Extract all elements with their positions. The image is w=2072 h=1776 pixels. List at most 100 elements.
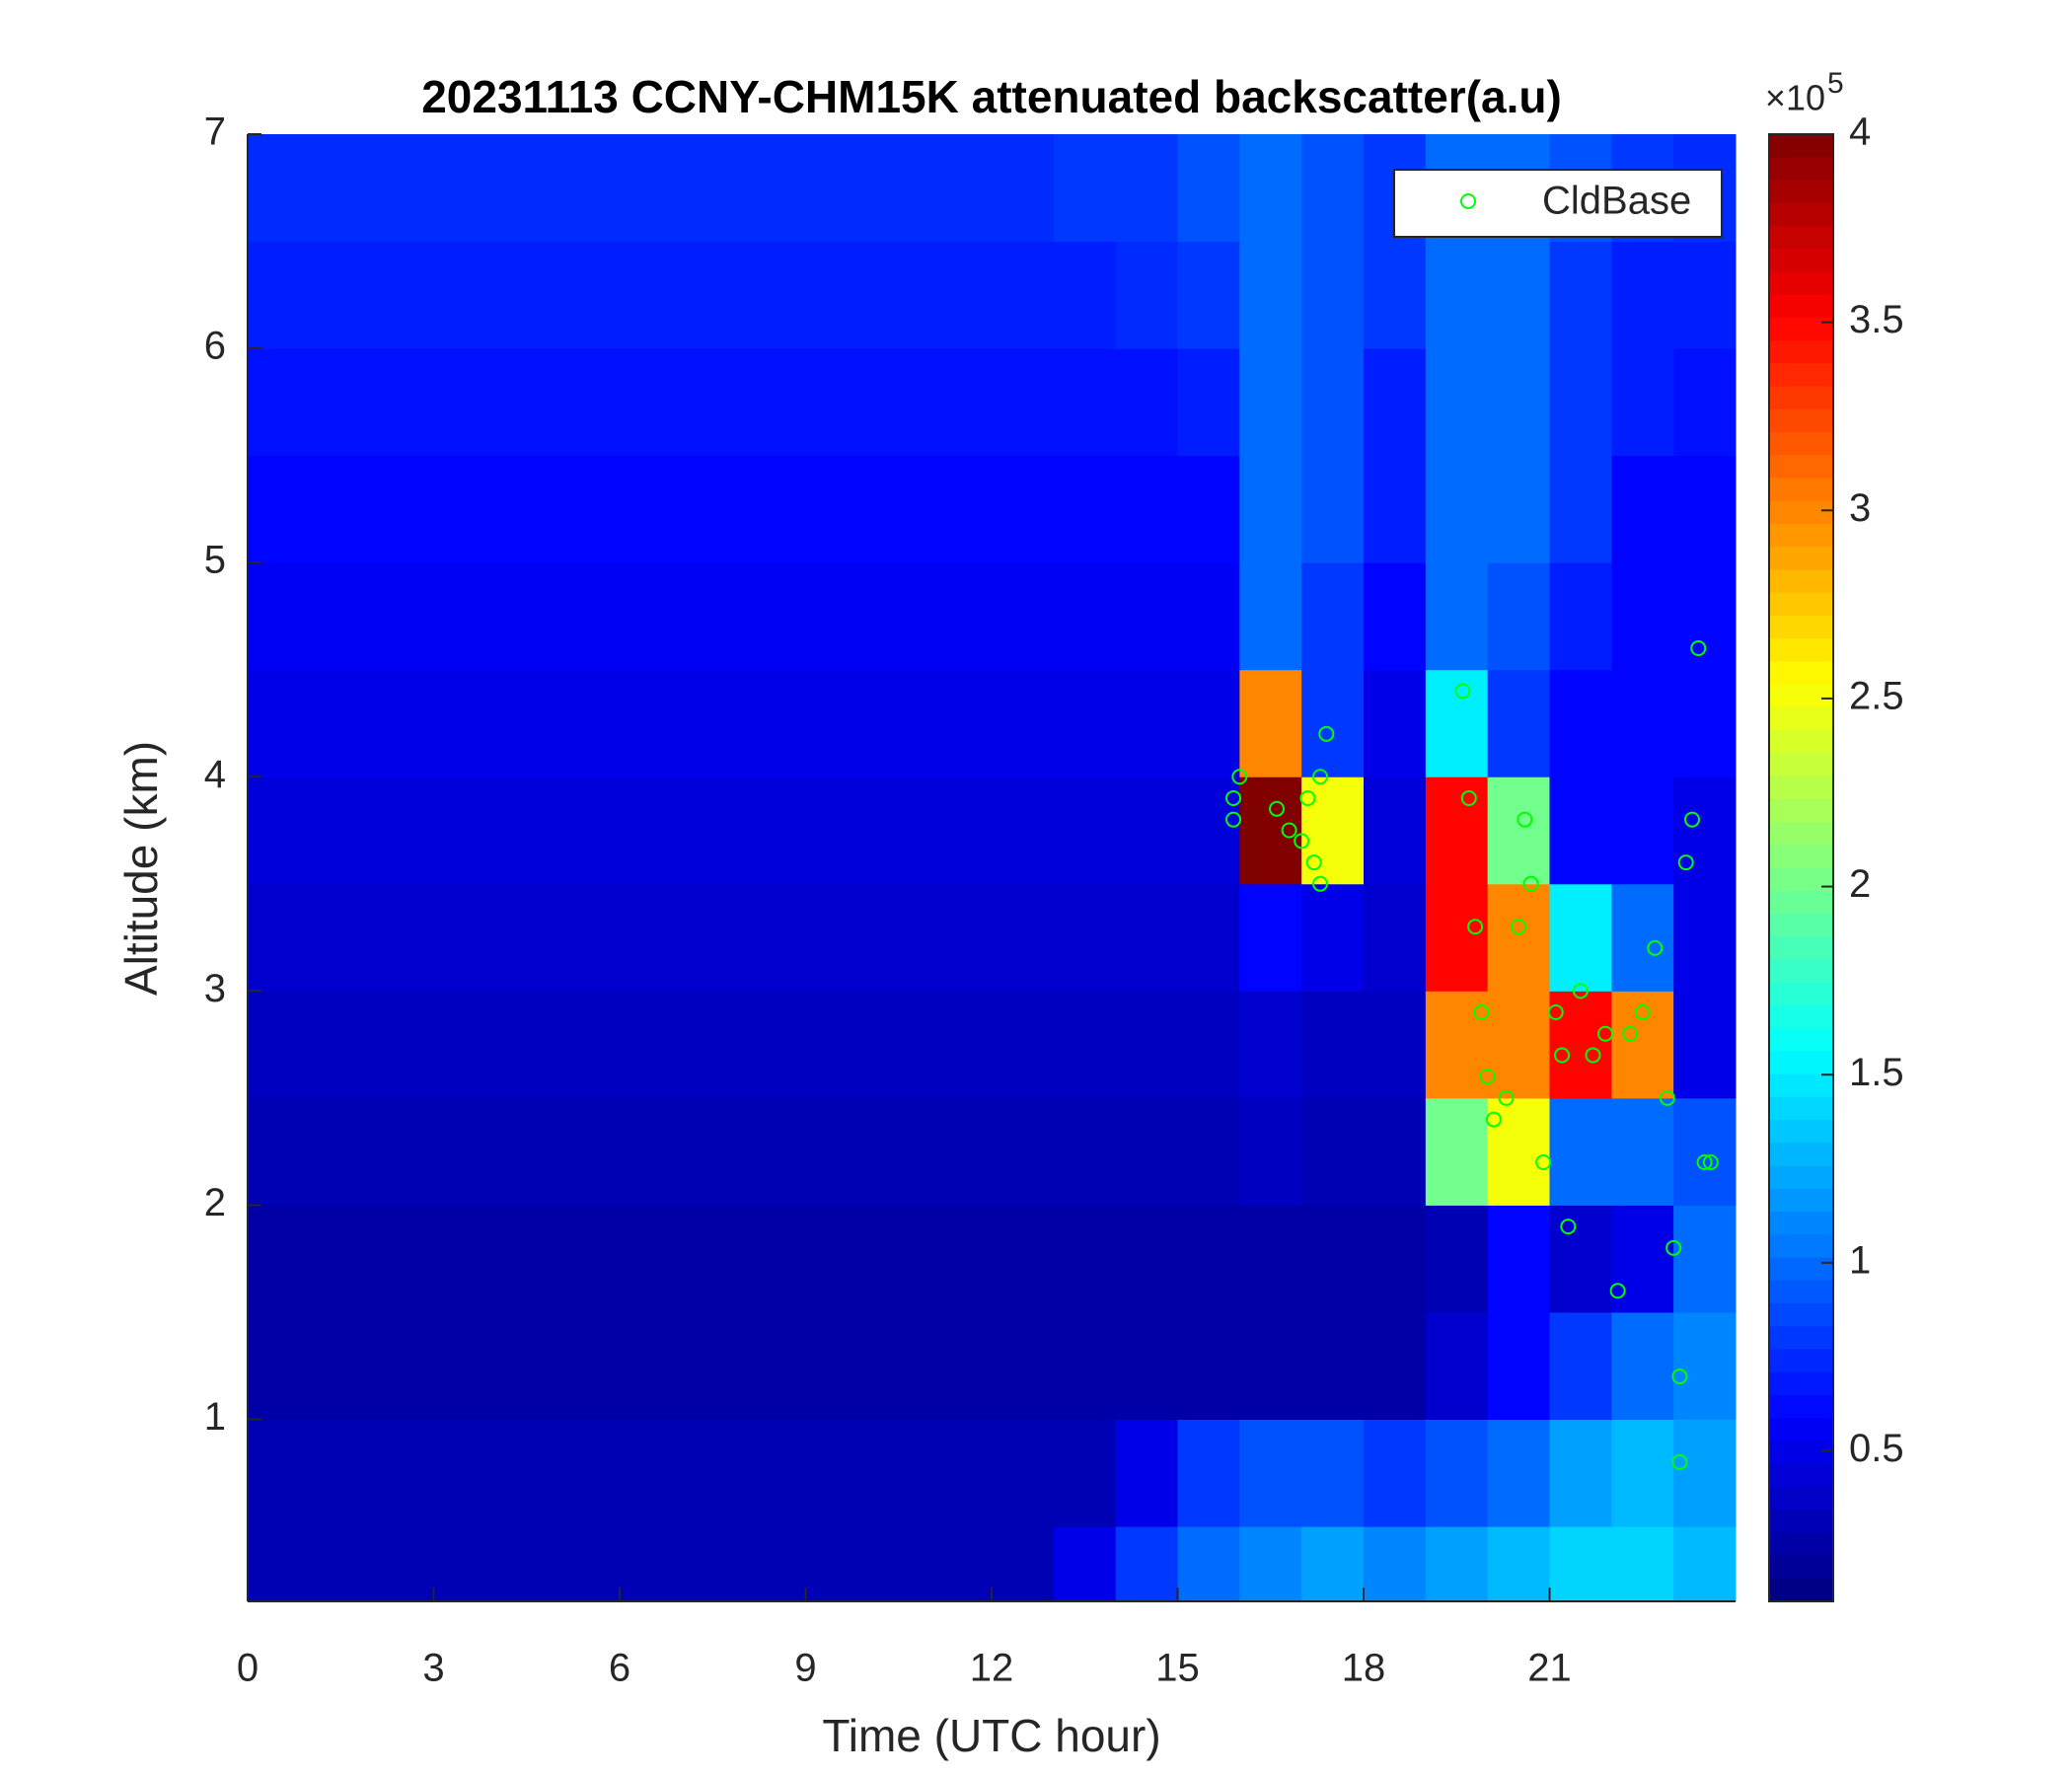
heatmap-cell [805,1526,868,1602]
heatmap-cell [1425,991,1489,1099]
heatmap-cell [1364,241,1427,349]
heatmap-cell [495,777,558,885]
heatmap-cell [1549,241,1612,349]
heatmap-cell [1115,1526,1178,1602]
heatmap-cell [495,241,558,349]
heatmap-cell [867,991,930,1099]
heatmap-cell [867,777,930,885]
heatmap-cell [1115,562,1178,671]
heatmap-cell [309,669,373,777]
heatmap-cell [620,777,683,885]
heatmap-cell [433,562,496,671]
heatmap-cell [371,883,434,992]
heatmap-cell [1611,1205,1674,1313]
heatmap-cell [1673,348,1737,457]
heatmap-cell [371,455,434,563]
x-tick-label: 0 [237,1647,259,1690]
cloud-base-marker [1560,1219,1577,1235]
heatmap-cell [309,134,373,243]
heatmap-cell [743,991,806,1099]
heatmap-cell [248,348,311,457]
heatmap-cell [1673,1097,1737,1206]
heatmap-cell [248,1097,311,1206]
heatmap-cell [1301,991,1365,1099]
heatmap-cell [867,883,930,992]
heatmap-cell [929,1311,993,1420]
heatmap-cell [1053,134,1117,243]
colorbar-swatch [1769,547,1833,571]
cloud-base-marker [1498,1089,1515,1106]
heatmap-cell [805,241,868,349]
heatmap-cell [495,562,558,671]
heatmap-cell [309,777,373,885]
heatmap-cell [1053,777,1117,885]
heatmap-cell [433,134,496,243]
heatmap-cell [867,1097,930,1206]
heatmap-cell [867,1205,930,1313]
cloud-base-marker [1665,1239,1682,1256]
heatmap-cell [1364,777,1427,885]
heatmap-cell [1239,348,1302,457]
heatmap-cell [620,348,683,457]
heatmap-cell [867,562,930,671]
heatmap-cell [929,669,993,777]
heatmap-cell [1177,669,1240,777]
colorbar-swatch [1769,867,1833,892]
heatmap-cell [1239,777,1302,885]
heatmap-cell [867,1526,930,1602]
y-tick-label: 5 [204,539,226,582]
colorbar-swatch [1769,1326,1833,1351]
heatmap-cell [992,455,1055,563]
heatmap-cell [620,1311,683,1420]
colorbar-swatch [1769,1302,1833,1327]
colorbar-swatch [1769,1073,1833,1098]
heatmap-cell [1425,777,1489,885]
colorbar-swatch [1769,1143,1833,1167]
heatmap-cell [309,883,373,992]
colorbar-swatch [1769,249,1833,273]
colorbar-swatch [1769,1188,1833,1213]
colorbar-swatch [1769,1212,1833,1235]
colorbar-swatch [1769,1096,1833,1121]
heatmap-cell [1425,669,1489,777]
heatmap-cell [433,1526,496,1602]
heatmap-cell [1487,348,1550,457]
cloud-base-marker [1671,1453,1688,1470]
cloud-base-marker [1281,822,1297,839]
heatmap-cell [1425,455,1489,563]
colorbar-swatch [1769,1004,1833,1029]
heatmap-cell [805,1311,868,1420]
cloud-base-marker [1659,1089,1675,1106]
heatmap-cell [620,1419,683,1527]
y-tick-label: 3 [204,967,226,1010]
heatmap-cell [1301,777,1365,885]
heatmap-cell [1239,455,1302,563]
colorbar-swatch [1769,455,1833,480]
heatmap-cell [1177,777,1240,885]
heatmap-cell [1364,562,1427,671]
heatmap-cell [1115,348,1178,457]
colorbar-swatch [1769,592,1833,617]
heatmap-cell [1239,883,1302,992]
heatmap-cell [681,883,745,992]
colorbar-swatch [1769,638,1833,662]
heatmap-cell [309,455,373,563]
heatmap-cell [681,669,745,777]
heatmap-cell [1115,991,1178,1099]
heatmap-cell [992,241,1055,349]
cloud-base-marker [1522,875,1539,892]
heatmap-cell [1611,883,1674,992]
heatmap-cell [1364,455,1427,563]
heatmap-cell [557,241,621,349]
colorbar-tick-label: 2 [1849,862,1871,906]
heatmap-cell [929,1526,993,1602]
heatmap-cell [1673,777,1737,885]
heatmap-cell [495,348,558,457]
x-tick-label: 9 [794,1647,816,1690]
heatmap-cell [992,1419,1055,1527]
heatmap-cell [1177,455,1240,563]
heatmap-cell [743,134,806,243]
cloud-base-marker [1312,875,1329,892]
cloud-base-marker [1318,725,1335,742]
heatmap-cell [1301,241,1365,349]
